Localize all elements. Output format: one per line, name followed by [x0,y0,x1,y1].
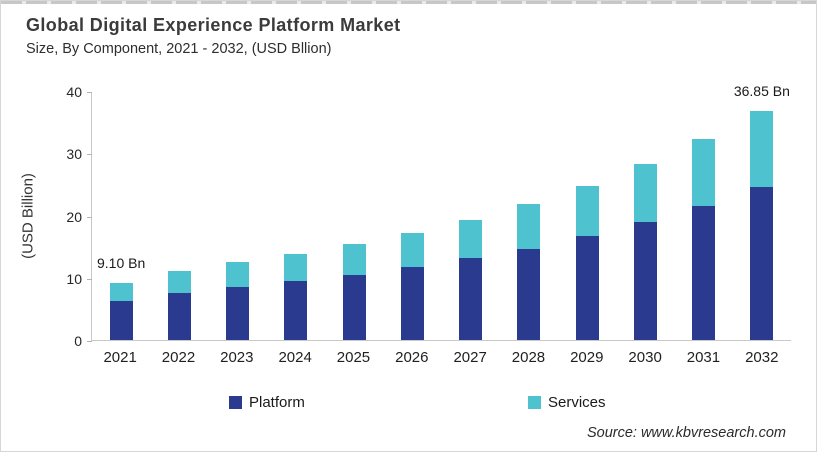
bar-2021: 9.10 Bn [92,92,150,340]
bar-stack [750,110,774,340]
bar-segment-platform [284,280,308,340]
bar-segment-services [575,186,599,237]
bar-stack [226,262,250,340]
legend-item-services: Services [528,394,606,411]
bar-2030 [616,92,674,340]
x-axis-label-2026: 2026 [395,349,429,366]
bar-2022 [150,92,208,340]
plot-area: 0 10 20 30 40 9.10 Bn 36.85 Bn [66,83,791,349]
bar-segment-services [750,110,774,187]
chart-header: Global Digital Experience Platform Marke… [26,15,401,57]
legend-swatch-services [528,396,541,409]
bar-segment-platform [750,186,774,340]
y-tick-mark [87,92,92,93]
x-axis-label-2032: 2032 [745,349,779,366]
legend-swatch-platform [229,396,242,409]
bar-segment-platform [575,236,599,340]
x-axis-label-2022: 2022 [161,349,196,366]
source-text: Source: www.kbvresearch.com [586,425,786,441]
legend-label: Platform [249,394,305,411]
bar-stack [109,283,133,340]
top-accent-line [1,1,816,4]
bar-segment-platform [109,300,133,340]
y-tick-label: 0 [74,333,82,349]
bar-segment-platform [167,292,191,340]
chart-title: Global Digital Experience Platform Marke… [26,15,401,35]
bar-2029 [558,92,616,340]
bar-segment-platform [342,274,366,340]
bar-2023 [209,92,267,340]
bar-series: 9.10 Bn 36.85 Bn [92,83,791,340]
x-axis-label-2025: 2025 [336,349,371,366]
legend-label: Services [548,394,606,411]
bar-2028 [500,92,558,340]
x-axis-label-2028: 2028 [511,349,546,366]
bar-2025 [325,92,383,340]
y-axis-title: (USD Billion) [19,173,37,259]
bar-segment-services [692,138,716,206]
bar-segment-services [109,283,133,301]
bar-stack [400,232,424,340]
x-axis-labels: 2021 2022 2023 2024 2025 2026 2027 2028 2029 2030… [91,349,791,366]
x-axis-label-2024: 2024 [278,349,312,366]
bar-2024 [267,92,325,340]
bar-segment-platform [633,222,657,340]
bar-stack [575,186,599,340]
chart-subtitle: Size, By Component, 2021 - 2032, (USD Bl… [26,41,332,57]
bar-segment-services [167,270,191,293]
bar-stack [284,253,308,340]
bar-segment-platform [226,287,250,340]
y-tick-label: 20 [66,208,82,225]
bar-segment-services [342,244,366,275]
bar-2026 [383,92,441,340]
legend-item-platform: Platform [229,394,305,411]
bar-stack [342,244,366,340]
y-tick-mark [87,216,92,218]
bar-stack [692,138,716,340]
bar-value-annotation: 9.10 Bn [96,255,146,272]
y-tick-label: 30 [66,146,82,163]
bar-stack [633,163,657,340]
x-axis-label-2030: 2030 [628,349,662,366]
x-axis-label-2023: 2023 [220,349,254,366]
bar-segment-platform [692,205,716,340]
bar-segment-platform [400,267,424,340]
bar-stack [517,204,541,340]
bar-segment-services [284,253,308,281]
bar-segment-services [633,163,657,223]
y-tick-mark [87,341,92,342]
bar-value-annotation: 36.85 Bn [733,82,790,99]
bar-segment-services [400,232,424,268]
x-axis-label-2029: 2029 [570,349,604,366]
bar-2031 [675,92,733,340]
bar-stack [167,270,191,340]
x-axis-label-2031: 2031 [686,349,721,366]
y-tick-mark [87,278,92,280]
y-tick-label: 10 [66,270,82,287]
bar-segment-platform [459,258,483,340]
x-axis-label-2021: 2021 [103,349,137,366]
y-tick-mark [87,154,92,156]
bar-segment-services [517,204,541,249]
bar-2032: 36.85 Bn [733,83,791,340]
x-axis-label-2027: 2027 [453,349,487,366]
bar-stack [459,219,483,340]
bar-segment-services [226,262,250,288]
bar-segment-platform [517,248,541,340]
y-tick-label: 40 [66,84,82,100]
bar-2027 [442,92,500,340]
bar-segment-services [459,219,483,259]
